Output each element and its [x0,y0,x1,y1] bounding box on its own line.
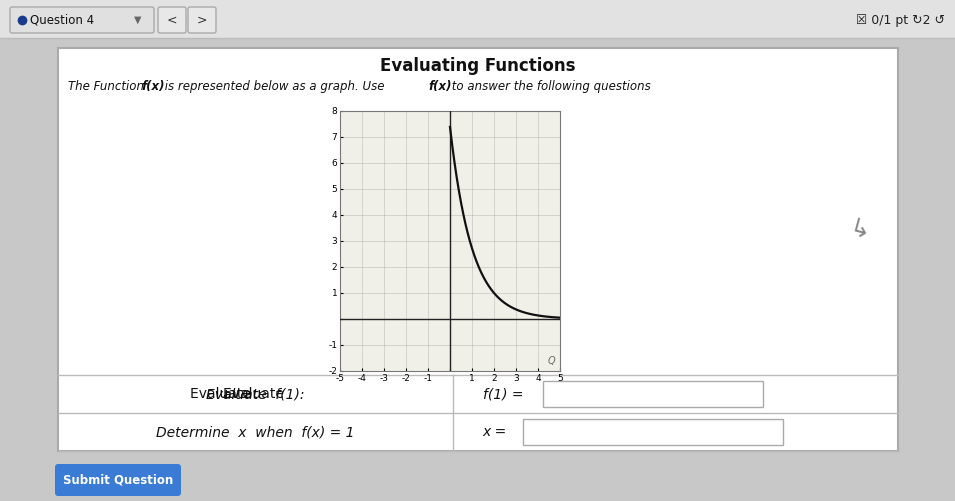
Text: Submit Question: Submit Question [63,473,173,486]
Text: f(1) =: f(1) = [483,387,528,401]
Text: <: < [167,14,178,27]
FancyBboxPatch shape [188,7,216,33]
Text: ▼: ▼ [135,15,141,25]
Text: ↳: ↳ [847,217,873,245]
Bar [0,0,955,38]
FancyBboxPatch shape [158,7,186,33]
Text: Evaluate: Evaluate [223,387,288,401]
Text: Evaluate  f(1):: Evaluate f(1): [206,387,305,401]
Text: to answer the following questions: to answer the following questions [448,80,650,93]
Text: Evaluate: Evaluate [190,387,255,401]
Text: ☒ 0/1 pt ↻2 ↺: ☒ 0/1 pt ↻2 ↺ [856,14,945,27]
FancyBboxPatch shape [55,464,181,496]
Text: f(x): f(x) [428,80,452,93]
Text: >: > [197,14,207,27]
Bar [522,419,783,445]
FancyBboxPatch shape [10,7,154,33]
Text: x =: x = [483,425,512,439]
Bar [542,381,763,407]
Text: f(x): f(x) [141,80,164,93]
Text: is represented below as a graph. Use: is represented below as a graph. Use [161,80,389,93]
Text: Determine  x  when  f(x) = 1: Determine x when f(x) = 1 [157,425,354,439]
Bar [58,48,898,451]
Text: The Function: The Function [68,80,148,93]
Text: Evaluating Functions: Evaluating Functions [380,57,576,75]
Text: Q: Q [547,356,555,366]
Text: Question 4: Question 4 [30,14,95,27]
